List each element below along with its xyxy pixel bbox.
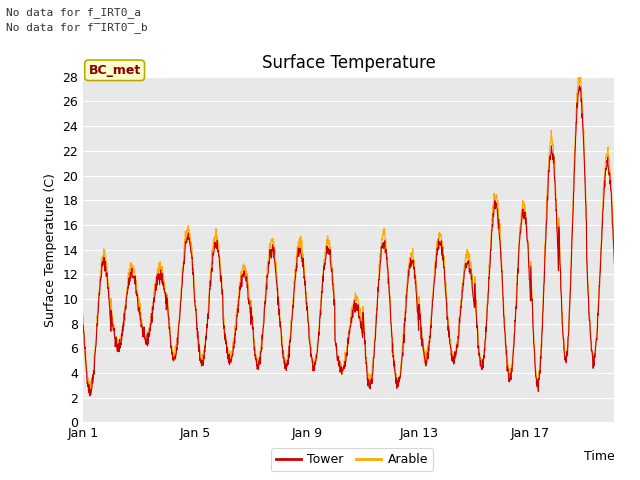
- Y-axis label: Surface Temperature (C): Surface Temperature (C): [44, 173, 57, 326]
- Text: Time: Time: [584, 450, 614, 463]
- Title: Surface Temperature: Surface Temperature: [262, 54, 436, 72]
- Text: No data for f̅IRT0̅_b: No data for f̅IRT0̅_b: [6, 22, 148, 33]
- Text: BC_met: BC_met: [88, 64, 141, 77]
- Text: No data for f_IRT0_a: No data for f_IRT0_a: [6, 7, 141, 18]
- Legend: Tower, Arable: Tower, Arable: [271, 448, 433, 471]
